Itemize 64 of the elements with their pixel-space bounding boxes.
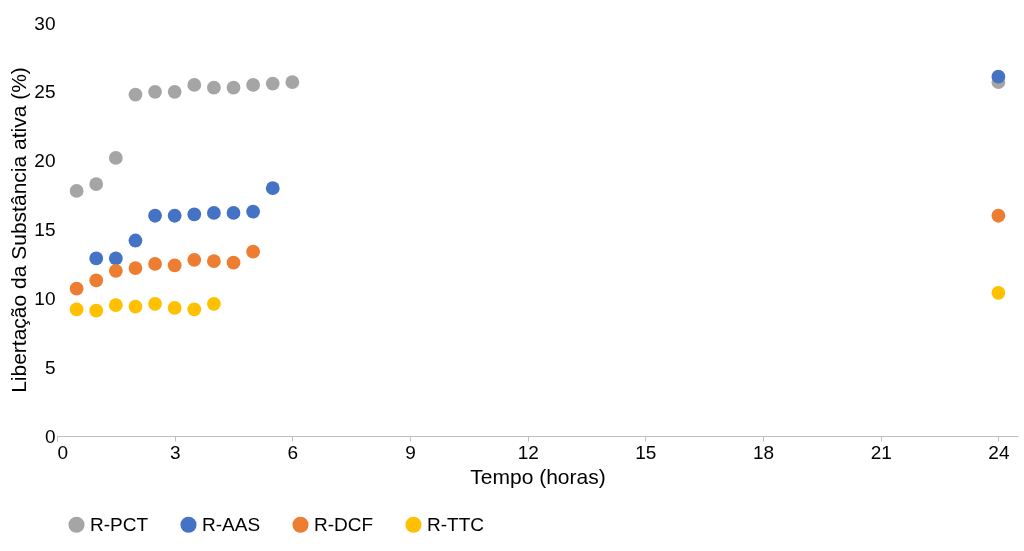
point <box>148 296 162 311</box>
point <box>89 177 104 191</box>
point <box>246 244 261 259</box>
x-tick-label: 9 <box>405 441 416 463</box>
point <box>89 251 104 266</box>
x-tick-label: 6 <box>287 441 299 463</box>
point <box>69 302 84 317</box>
x-axis-title: Tempo (horas) <box>470 464 606 488</box>
x-tick-label: 18 <box>752 441 775 463</box>
point <box>207 254 221 269</box>
y-axis-title: Libertação da Substância ativa (%) <box>7 67 31 393</box>
point <box>226 255 241 270</box>
x-tick-label: 24 <box>988 441 1010 463</box>
point <box>265 76 280 91</box>
point <box>148 208 162 223</box>
x-tick-label: 15 <box>635 441 657 463</box>
point <box>148 257 162 271</box>
point <box>108 298 123 313</box>
point <box>108 251 123 266</box>
point <box>128 87 143 102</box>
point <box>89 303 104 318</box>
point <box>148 84 162 99</box>
point <box>167 301 182 315</box>
point <box>108 151 123 165</box>
y-tick-label: 15 <box>34 219 56 240</box>
legend-label: R-DCF <box>314 513 374 535</box>
point <box>108 263 123 278</box>
point <box>167 208 182 223</box>
point <box>246 204 261 219</box>
legend-label: R-PCT <box>90 513 149 535</box>
point <box>207 80 221 95</box>
point <box>991 69 1006 84</box>
y-tick-label: 25 <box>34 81 56 103</box>
y-tick-label: 30 <box>34 12 56 34</box>
legend-label: R-TTC <box>427 513 484 535</box>
point <box>128 261 143 275</box>
point <box>128 233 143 248</box>
point <box>991 285 1006 300</box>
y-tick-label: 10 <box>34 287 56 309</box>
point <box>69 184 84 198</box>
point <box>187 78 202 92</box>
point <box>187 207 202 222</box>
point <box>207 206 221 220</box>
point <box>265 181 280 196</box>
y-tick-label: 5 <box>44 356 56 378</box>
y-tick-label: 20 <box>34 150 56 172</box>
point <box>167 84 182 99</box>
point <box>89 273 104 288</box>
point <box>226 80 241 95</box>
point <box>991 208 1006 223</box>
legend-label: R-AAS <box>202 513 261 535</box>
point <box>285 75 300 90</box>
x-tick-label: 12 <box>517 441 539 463</box>
point <box>226 206 241 220</box>
point <box>187 252 202 267</box>
point <box>69 281 84 296</box>
x-tick-label: 21 <box>870 441 892 463</box>
point <box>246 78 261 92</box>
point <box>207 296 221 311</box>
x-tick-label: 3 <box>169 441 181 463</box>
point <box>187 302 202 317</box>
y-tick-label: 0 <box>44 425 56 447</box>
point <box>167 258 182 273</box>
point <box>128 299 143 314</box>
